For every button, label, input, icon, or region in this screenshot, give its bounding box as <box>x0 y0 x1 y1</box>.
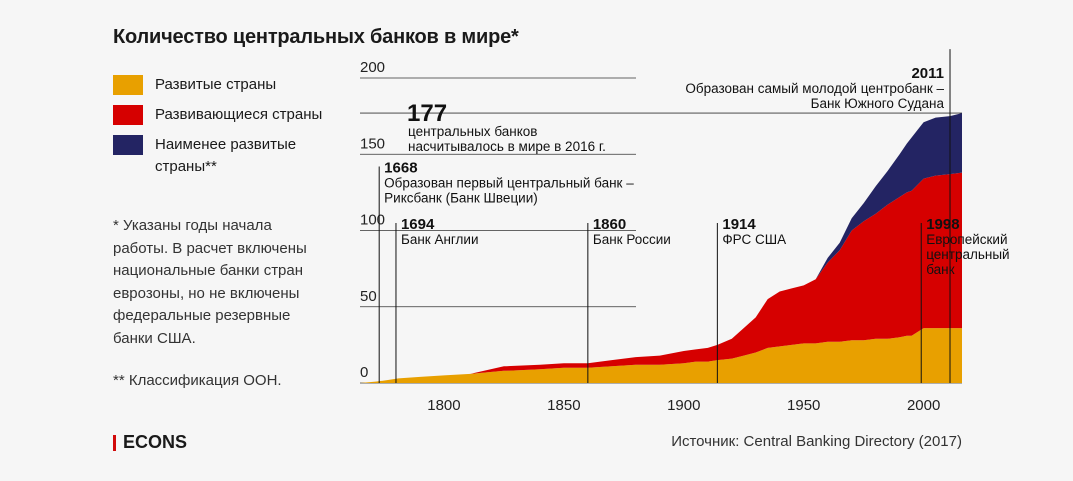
x-tick-label-1850: 1850 <box>547 397 580 414</box>
legend-label-least-developed: Наименее развитые страны** <box>155 136 297 175</box>
y-tick-label-200: 200 <box>360 59 385 76</box>
annotation-year-1914: 1914 <box>722 216 756 233</box>
footnote-classification: ** Классификация ООН. <box>113 372 282 389</box>
annotation-text-1998: Европейский центральный банк <box>926 232 1009 277</box>
annotation-text-1668: Образован первый центральный банк – Риксб… <box>384 176 634 206</box>
legend-swatch-least-developed <box>113 135 143 155</box>
x-tick-label-1800: 1800 <box>427 397 460 414</box>
annotation-text-1694: Банк Англии <box>401 232 479 247</box>
annotation-year-2011: 2011 <box>911 65 944 82</box>
legend: Развитые страны Развивающиеся страны Наи… <box>113 74 353 186</box>
source-note: Источник: Central Banking Directory (201… <box>671 433 962 450</box>
y-tick-label-100: 100 <box>360 212 385 229</box>
brand-name: ECONS <box>123 432 188 452</box>
footnote-years: * Указаны годы начала работы. В расчет в… <box>113 217 307 347</box>
x-tick-label-1950: 1950 <box>787 397 820 414</box>
y-tick-label-0: 0 <box>360 364 368 381</box>
annotation-year-1668: 1668 <box>384 160 417 177</box>
brand-bar-icon <box>113 434 116 451</box>
legend-swatch-developing <box>113 105 143 125</box>
legend-swatch-developed <box>113 75 143 95</box>
legend-item-developing: Развивающиеся страны <box>113 104 353 126</box>
annotation-text-2011: Образован самый молодой центробанк – Банк… <box>685 81 944 111</box>
annotation-year-1694: 1694 <box>401 216 435 233</box>
legend-label-developed: Развитые страны <box>155 76 277 93</box>
annotation-text-1914: ФРС США <box>722 232 786 247</box>
x-tick-label-1900: 1900 <box>667 397 700 414</box>
brand-logo: ECONS <box>113 432 187 453</box>
area-developing <box>360 172 962 383</box>
total-value-label: 177 <box>407 100 447 127</box>
legend-label-developing: Развивающиеся страны <box>155 106 323 123</box>
y-tick-label-50: 50 <box>360 288 377 305</box>
legend-item-developed: Развитые страны <box>113 74 353 96</box>
annotation-text-1860: Банк России <box>593 232 671 247</box>
annotation-year-1860: 1860 <box>593 216 626 233</box>
annotation-year-1998: 1998 <box>926 216 959 233</box>
legend-item-least-developed: Наименее развитые страны** <box>113 134 353 178</box>
area-developed <box>360 328 962 383</box>
total-text-label: центральных банков насчитывалось в мире в… <box>408 124 606 154</box>
y-tick-label-150: 150 <box>360 135 385 152</box>
x-tick-label-2000: 2000 <box>907 397 940 414</box>
chart-title: Количество центральных банков в мире* <box>113 26 519 48</box>
